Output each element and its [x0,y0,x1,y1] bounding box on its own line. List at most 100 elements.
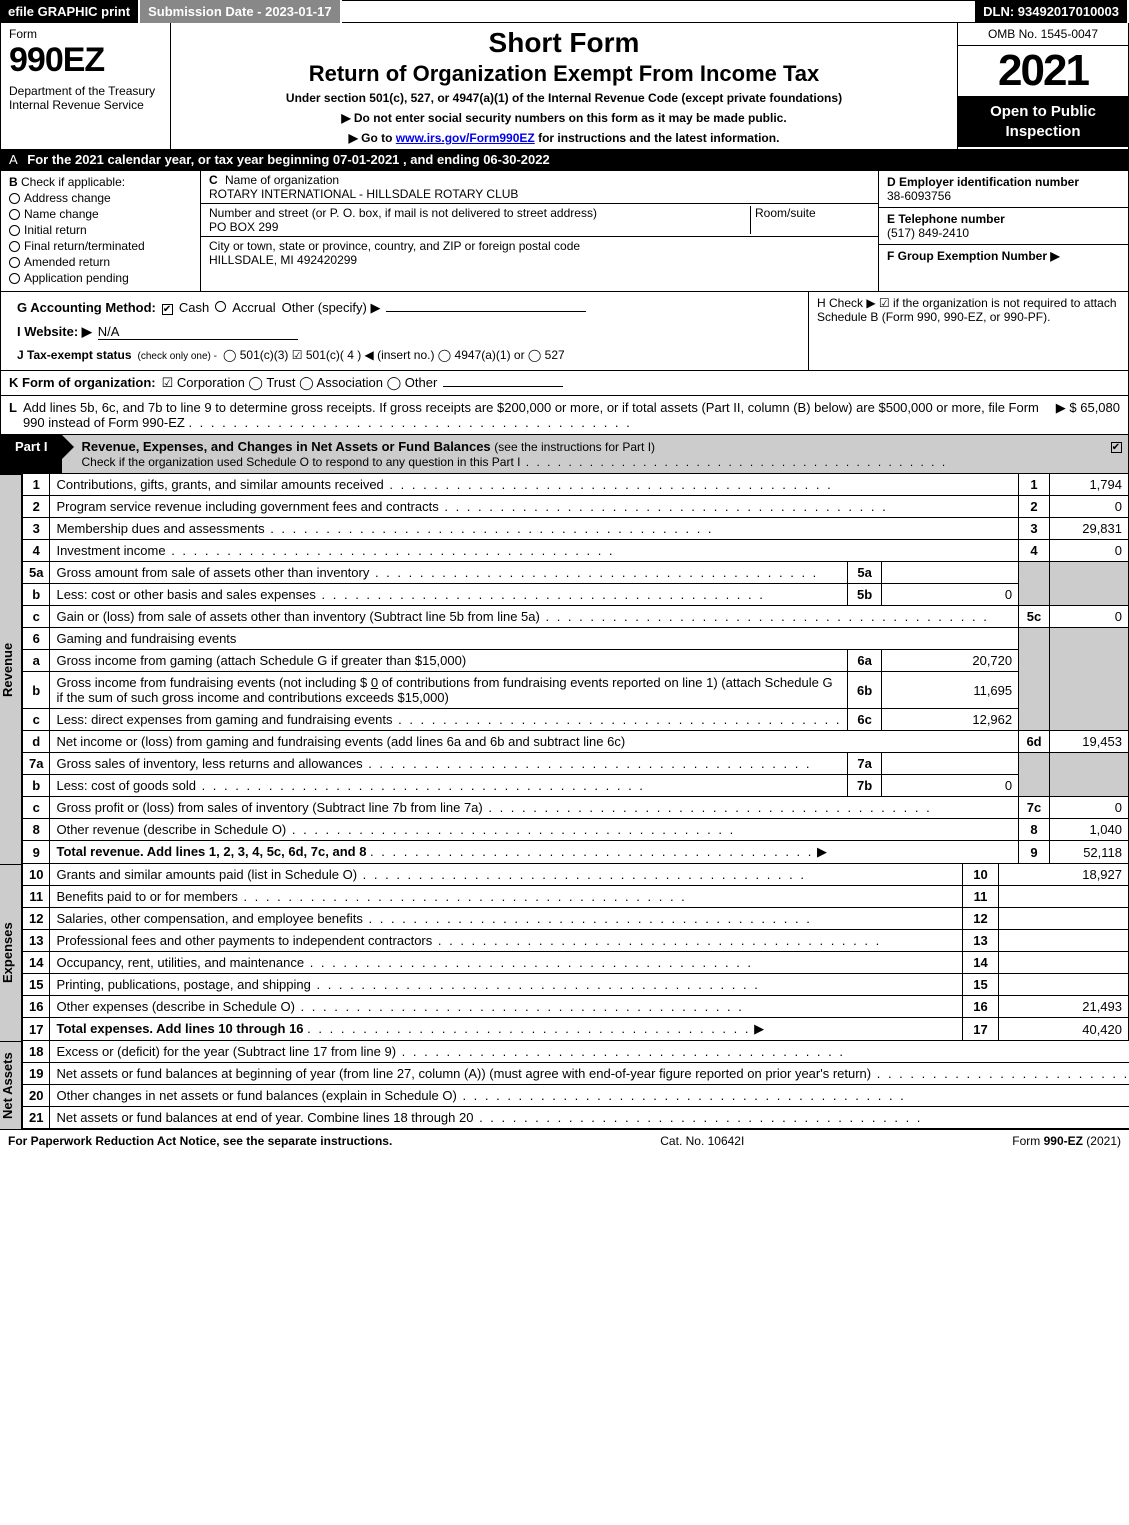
header-center: Short Form Return of Organization Exempt… [171,23,958,149]
f-label: F Group Exemption Number ▶ [887,249,1060,263]
e-label: E Telephone number [887,212,1005,226]
line-6c: cLess: direct expenses from gaming and f… [23,709,1129,731]
open-to-public-badge: Open to Public Inspection [958,96,1128,147]
line-12: 12Salaries, other compensation, and empl… [23,908,1129,930]
line-5b: bLess: cost or other basis and sales exp… [23,584,1129,606]
header-left: Form 990EZ Department of the Treasury In… [1,23,171,149]
submission-date-label: Submission Date - 2023-01-17 [140,0,342,23]
line-19: 19Net assets or fund balances at beginni… [23,1063,1129,1085]
chk-final-return[interactable]: Final return/terminated [9,239,192,253]
section-c: C Name of organization ROTARY INTERNATIO… [201,171,878,291]
chk-name-change[interactable]: Name change [9,207,192,221]
h-text: Check ▶ ☑ if the organization is not req… [817,296,1117,324]
org-name-row: C Name of organization ROTARY INTERNATIO… [201,171,878,204]
part-1-checkbox[interactable] [1104,435,1128,473]
line-15: 15Printing, publications, postage, and s… [23,974,1129,996]
section-f: F Group Exemption Number ▶ [879,245,1128,291]
top-bar: efile GRAPHIC print Submission Date - 20… [0,0,1129,23]
chk-initial-return[interactable]: Initial return [9,223,192,237]
line-5a: 5aGross amount from sale of assets other… [23,562,1129,584]
k-options: ☑ Corporation ◯ Trust ◯ Association ◯ Ot… [162,375,438,391]
net-assets-table: 18Excess or (deficit) for the year (Subt… [22,1041,1129,1129]
expenses-section: Expenses 10Grants and similar amounts pa… [0,864,1129,1041]
line-6d: dNet income or (loss) from gaming and fu… [23,731,1129,753]
k-other-field[interactable] [443,386,563,387]
part-1-tab: Part I [1,435,62,473]
footer-form: Form 990-EZ (2021) [1012,1134,1121,1148]
topbar-spacer [342,0,976,23]
org-name: ROTARY INTERNATIONAL - HILLSDALE ROTARY … [209,187,518,201]
c-label: C [209,173,218,187]
section-a-label: A [9,152,18,167]
section-e: E Telephone number (517) 849-2410 [879,208,1128,245]
section-b-label: B [9,175,18,189]
department-label: Department of the Treasury Internal Reve… [9,84,162,112]
city-row: City or town, state or province, country… [201,237,878,269]
h-label: H [817,296,826,310]
section-l: L Add lines 5b, 6c, and 7b to line 9 to … [0,396,1129,435]
section-g: G Accounting Method: Cash Accrual Other … [1,292,808,370]
header-right: OMB No. 1545-0047 2021 Open to Public In… [958,23,1128,149]
k-label: K Form of organization: [9,375,156,390]
city-label: City or town, state or province, country… [209,239,580,253]
chk-cash[interactable] [162,304,173,315]
expenses-table: 10Grants and similar amounts paid (list … [22,864,1129,1041]
section-def: D Employer identification number 38-6093… [878,171,1128,291]
line-9: 9Total revenue. Add lines 1, 2, 3, 4, 5c… [23,841,1129,864]
form-subtitle: Under section 501(c), 527, or 4947(a)(1)… [179,91,949,105]
irs-link[interactable]: www.irs.gov/Form990EZ [396,131,535,145]
city-value: HILLSDALE, MI 492420299 [209,253,357,267]
tax-year: 2021 [958,46,1128,96]
l-label: L [9,400,17,415]
street-label: Number and street (or P. O. box, if mail… [209,206,597,220]
section-k: K Form of organization: ☑ Corporation ◯ … [0,371,1129,396]
street-row: Number and street (or P. O. box, if mail… [201,204,878,237]
ein-value: 38-6093756 [887,189,951,203]
name-label: Name of organization [225,173,339,187]
line-14: 14Occupancy, rent, utilities, and mainte… [23,952,1129,974]
section-b: B Check if applicable: Address change Na… [1,171,201,291]
i-label: I Website: ▶ [17,324,92,340]
part-1-title: Revenue, Expenses, and Changes in Net As… [62,435,1104,473]
note2-pre: ▶ Go to [349,131,396,145]
efile-print-label: efile GRAPHIC print [0,0,140,23]
footer-notice: For Paperwork Reduction Act Notice, see … [8,1134,392,1148]
revenue-section: Revenue 1Contributions, gifts, grants, a… [0,474,1129,864]
other-specify-field[interactable] [386,311,586,312]
chk-accrual[interactable] [215,301,226,312]
line-16: 16Other expenses (describe in Schedule O… [23,996,1129,1018]
line-1: 1Contributions, gifts, grants, and simil… [23,474,1129,496]
form-number: 990EZ [9,41,162,80]
note2-post: for instructions and the latest informat… [535,131,780,145]
section-h: H Check ▶ ☑ if the organization is not r… [808,292,1128,370]
instructions-link-line: ▶ Go to www.irs.gov/Form990EZ for instru… [179,131,949,145]
short-form-title: Short Form [179,27,949,59]
d-label: D Employer identification number [887,175,1079,189]
section-d: D Employer identification number 38-6093… [879,171,1128,208]
line-8: 8Other revenue (describe in Schedule O)8… [23,819,1129,841]
footer-catalog: Cat. No. 10642I [660,1134,744,1148]
l-value: ▶ $ 65,080 [1056,400,1120,416]
section-gh: G Accounting Method: Cash Accrual Other … [0,292,1129,371]
line-18: 18Excess or (deficit) for the year (Subt… [23,1041,1129,1063]
chk-address-change[interactable]: Address change [9,191,192,205]
part-1-header: Part I Revenue, Expenses, and Changes in… [0,435,1129,474]
line-2: 2Program service revenue including gover… [23,496,1129,518]
chk-amended-return[interactable]: Amended return [9,255,192,269]
line-11: 11Benefits paid to or for members11 [23,886,1129,908]
line-5c: cGain or (loss) from sale of assets othe… [23,606,1129,628]
dln-label: DLN: 93492017010003 [975,0,1129,23]
line-6: 6Gaming and fundraising events [23,628,1129,650]
section-a-text: For the 2021 calendar year, or tax year … [27,152,549,167]
line-13: 13Professional fees and other payments t… [23,930,1129,952]
revenue-table: 1Contributions, gifts, grants, and simil… [22,474,1129,864]
g-label: G Accounting Method: [17,300,156,315]
line-7b: bLess: cost of goods sold7b0 [23,775,1129,797]
line-7a: 7aGross sales of inventory, less returns… [23,753,1129,775]
line-21: 21Net assets or fund balances at end of … [23,1107,1129,1129]
omb-number: OMB No. 1545-0047 [958,23,1128,46]
line-6b: bGross income from fundraising events (n… [23,672,1129,709]
section-b-title: Check if applicable: [21,175,125,189]
chk-application-pending[interactable]: Application pending [9,271,192,285]
section-a: A For the 2021 calendar year, or tax yea… [0,149,1129,171]
